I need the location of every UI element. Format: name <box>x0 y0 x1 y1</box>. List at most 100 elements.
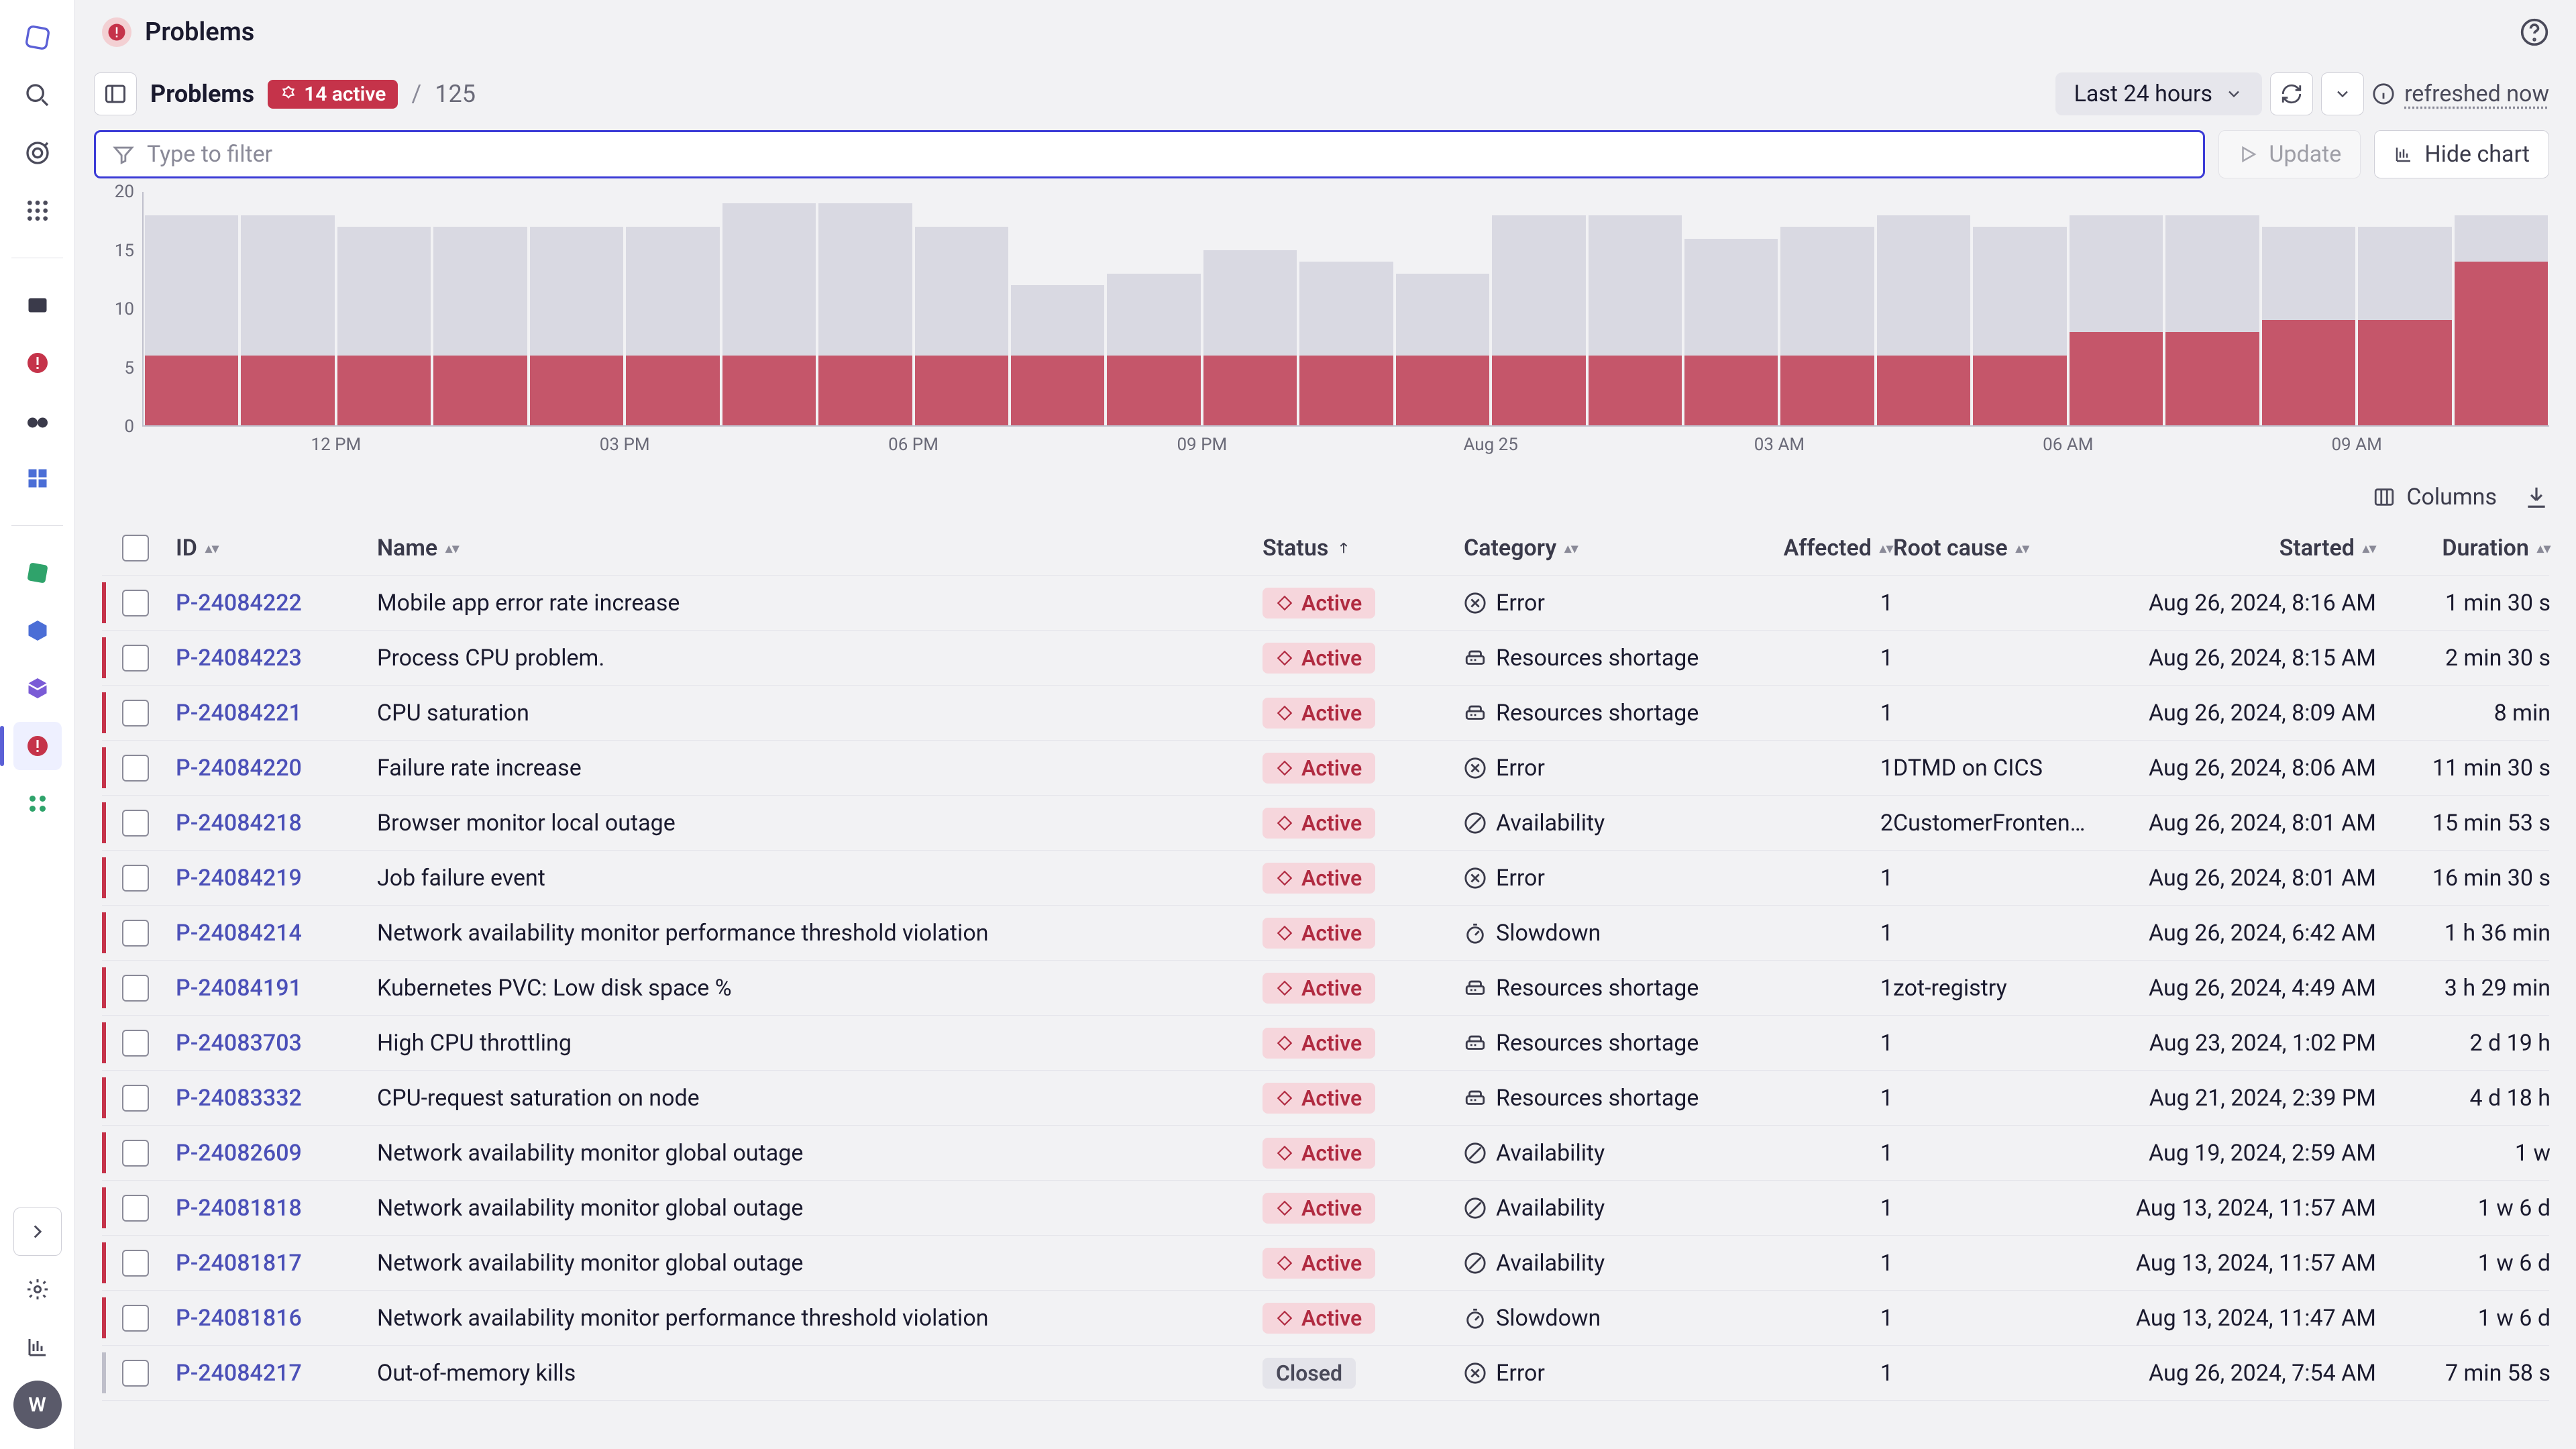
table-row[interactable]: P-24084222Mobile app error rate increase… <box>102 576 2549 631</box>
columns-button[interactable]: Columns <box>2373 484 2497 511</box>
rail-pin-dashboards-icon[interactable] <box>13 281 62 329</box>
problem-id-link[interactable]: P-24084218 <box>176 810 302 837</box>
problem-id-link[interactable]: P-24084220 <box>176 755 302 782</box>
problem-id-link[interactable]: P-24084221 <box>176 700 302 727</box>
table-row[interactable]: P-24084221CPU saturationActiveResources … <box>102 686 2549 741</box>
problem-id-link[interactable]: P-24082609 <box>176 1140 302 1167</box>
row-checkbox[interactable] <box>122 1085 149 1112</box>
rail-pin-binoculars-icon[interactable] <box>13 396 62 445</box>
table-row[interactable]: P-24081817Network availability monitor g… <box>102 1236 2549 1291</box>
chart-bar[interactable] <box>914 192 1010 425</box>
chart-bar[interactable] <box>1106 192 1201 425</box>
row-checkbox[interactable] <box>122 755 149 782</box>
problem-id-link[interactable]: P-24083703 <box>176 1030 302 1057</box>
chart-bar[interactable] <box>817 192 913 425</box>
chart-bar[interactable] <box>2357 192 2453 425</box>
chart-bar[interactable] <box>1587 192 1683 425</box>
hide-chart-button[interactable]: Hide chart <box>2374 130 2549 178</box>
chart-bar[interactable] <box>1202 192 1298 425</box>
chart-bar[interactable] <box>529 192 625 425</box>
row-checkbox[interactable] <box>122 810 149 837</box>
table-row[interactable]: P-24084214Network availability monitor p… <box>102 906 2549 961</box>
timeframe-selector[interactable]: Last 24 hours <box>2055 72 2263 115</box>
download-button[interactable] <box>2524 484 2549 510</box>
rail-pin-hex-icon[interactable] <box>13 606 62 655</box>
chart-bar[interactable] <box>432 192 528 425</box>
chart-bar[interactable] <box>1298 192 1394 425</box>
row-checkbox[interactable] <box>122 590 149 616</box>
chart-bar[interactable] <box>336 192 432 425</box>
rail-logo-icon[interactable] <box>13 13 62 62</box>
problem-id-link[interactable]: P-24084219 <box>176 865 302 892</box>
table-row[interactable]: P-24083703High CPU throttlingActiveResou… <box>102 1016 2549 1071</box>
row-checkbox[interactable] <box>122 645 149 672</box>
chart-bar[interactable] <box>2068 192 2164 425</box>
refresh-button[interactable] <box>2270 72 2313 115</box>
chart-bar[interactable] <box>239 192 335 425</box>
table-row[interactable]: P-24083332CPU-request saturation on node… <box>102 1071 2549 1126</box>
rail-pin-services-icon[interactable] <box>13 454 62 502</box>
problem-id-link[interactable]: P-24084222 <box>176 590 302 616</box>
table-row[interactable]: P-24084220Failure rate increaseActiveErr… <box>102 741 2549 796</box>
chart-bar[interactable] <box>721 192 817 425</box>
row-checkbox[interactable] <box>122 865 149 892</box>
gear-icon[interactable] <box>13 1265 62 1313</box>
chart-bar[interactable] <box>144 192 239 425</box>
table-row[interactable]: P-24084223Process CPU problem.ActiveReso… <box>102 631 2549 686</box>
avatar[interactable]: W <box>13 1381 62 1429</box>
filter-input[interactable]: Type to filter <box>94 130 2205 178</box>
select-all-checkbox[interactable] <box>122 535 149 561</box>
problem-id-link[interactable]: P-24084191 <box>176 975 302 1002</box>
rail-pin-problems-icon[interactable] <box>13 339 62 387</box>
rail-expand-button[interactable] <box>13 1208 62 1256</box>
rail-pin-green-icon[interactable] <box>13 549 62 597</box>
chart-bar[interactable] <box>1491 192 1587 425</box>
toggle-panel-button[interactable] <box>94 72 137 115</box>
problem-id-link[interactable]: P-24084217 <box>176 1360 302 1387</box>
problem-id-link[interactable]: P-24081816 <box>176 1305 302 1332</box>
problem-id-link[interactable]: P-24083332 <box>176 1085 302 1112</box>
row-checkbox[interactable] <box>122 1305 149 1332</box>
active-count-badge[interactable]: 14 active <box>268 80 398 109</box>
problem-id-link[interactable]: P-24084214 <box>176 920 302 947</box>
table-row[interactable]: P-24084217Out-of-memory killsClosedError… <box>102 1346 2549 1401</box>
problem-id-link[interactable]: P-24081817 <box>176 1250 302 1277</box>
table-row[interactable]: P-24082609Network availability monitor g… <box>102 1126 2549 1181</box>
rail-pin-cluster-icon[interactable] <box>13 780 62 828</box>
row-checkbox[interactable] <box>122 920 149 947</box>
search-icon[interactable] <box>13 71 62 119</box>
th-id[interactable]: ID▴▾ <box>176 535 377 561</box>
chart-bar[interactable] <box>1683 192 1779 425</box>
th-category[interactable]: Category▴▾ <box>1464 535 1759 561</box>
th-status[interactable]: Status <box>1263 535 1464 561</box>
th-affected[interactable]: Affected▴▾ <box>1759 535 1893 561</box>
problem-id-link[interactable]: P-24081818 <box>176 1195 302 1222</box>
chart-bar[interactable] <box>2164 192 2260 425</box>
table-row[interactable]: P-24084219Job failure eventActiveError1A… <box>102 851 2549 906</box>
refresh-options-button[interactable] <box>2321 72 2364 115</box>
row-checkbox[interactable] <box>122 1030 149 1057</box>
chart-bar[interactable] <box>1395 192 1491 425</box>
row-checkbox[interactable] <box>122 1195 149 1222</box>
chart-bar[interactable] <box>2453 192 2549 425</box>
chart-bar[interactable] <box>1010 192 1106 425</box>
row-checkbox[interactable] <box>122 1360 149 1387</box>
row-checkbox[interactable] <box>122 700 149 727</box>
th-root[interactable]: Root cause▴▾ <box>1893 535 2094 561</box>
problem-id-link[interactable]: P-24084223 <box>176 645 302 672</box>
table-row[interactable]: P-24081818Network availability monitor g… <box>102 1181 2549 1236</box>
th-started[interactable]: Started▴▾ <box>2094 535 2376 561</box>
rail-pin-problems-active-icon[interactable] <box>13 722 62 770</box>
help-icon[interactable] <box>2520 17 2549 47</box>
table-row[interactable]: P-24084218Browser monitor local outageAc… <box>102 796 2549 851</box>
table-row[interactable]: P-24081816Network availability monitor p… <box>102 1291 2549 1346</box>
row-checkbox[interactable] <box>122 1250 149 1277</box>
table-row[interactable]: P-24084191Kubernetes PVC: Low disk space… <box>102 961 2549 1016</box>
th-duration[interactable]: Duration▴▾ <box>2376 535 2551 561</box>
chart-bar[interactable] <box>625 192 720 425</box>
row-checkbox[interactable] <box>122 1140 149 1167</box>
chart-bar[interactable] <box>1972 192 2068 425</box>
chart-bar[interactable] <box>1876 192 1972 425</box>
th-name[interactable]: Name▴▾ <box>377 535 1263 561</box>
apps-icon[interactable] <box>13 186 62 235</box>
